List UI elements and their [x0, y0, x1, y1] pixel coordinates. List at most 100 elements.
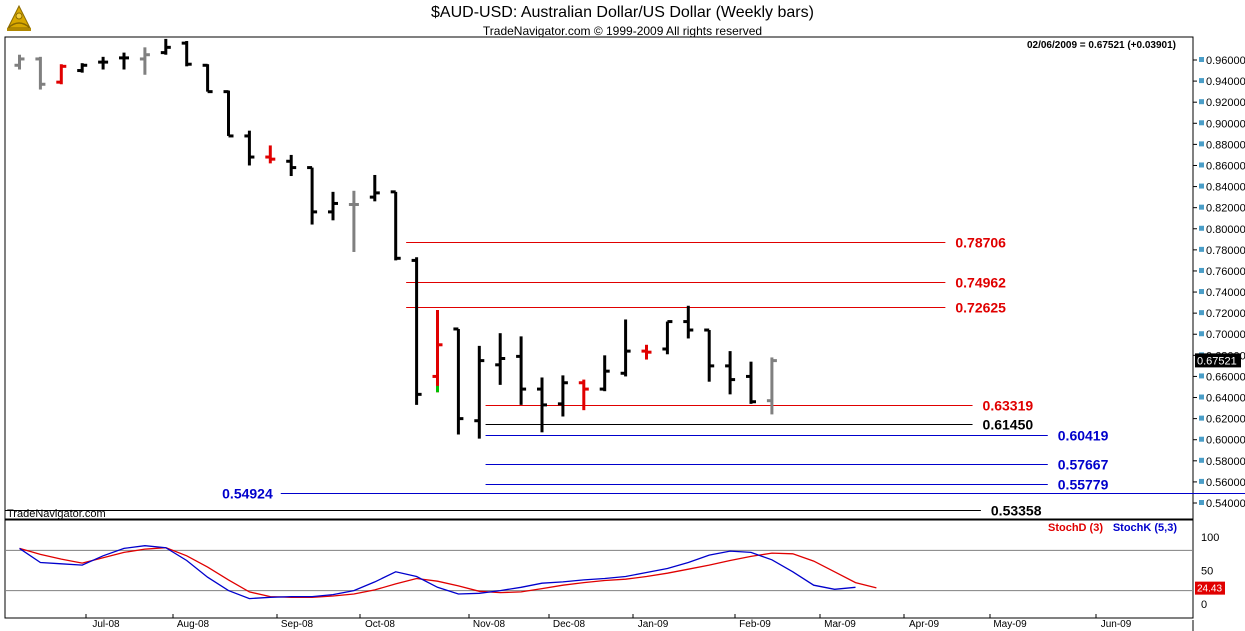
y-tick-label: 0.72000: [1206, 308, 1245, 320]
x-tick-label: Aug-08: [177, 619, 210, 630]
y-tick-label: 0.54000: [1206, 498, 1245, 510]
y-tick-marker: [1199, 99, 1204, 105]
ohlc-bar: [98, 56, 109, 70]
y-tick-marker: [1199, 183, 1204, 189]
y-tick-label: 0.66000: [1206, 371, 1245, 383]
ohlc-bar: [641, 344, 652, 360]
level-label: 0.53358: [991, 503, 1042, 519]
stoch-y-tick-label: 0: [1201, 599, 1207, 611]
ohlc-bar: [244, 130, 255, 166]
y-tick-label: 0.86000: [1206, 160, 1245, 172]
ohlc-bar: [119, 52, 129, 70]
level-label: 0.54924: [222, 486, 273, 502]
ohlc-bar: [537, 377, 547, 433]
x-tick-label: Sep-08: [281, 619, 314, 630]
ohlc-bar: [766, 357, 777, 415]
level-label: 0.61450: [983, 417, 1034, 433]
y-tick-marker: [1199, 500, 1204, 505]
ohlc-bar: [265, 145, 276, 164]
y-tick-label: 0.60000: [1206, 435, 1245, 447]
y-tick-marker: [1199, 478, 1204, 484]
y-tick-label: 0.78000: [1206, 245, 1245, 257]
y-tick-marker: [1199, 457, 1204, 463]
y-tick-label: 0.94000: [1206, 76, 1245, 88]
level-label: 0.72625: [955, 300, 1006, 316]
y-tick-marker: [1199, 246, 1204, 252]
stoch-k-line: [19, 545, 856, 600]
watermark: TradeNavigator.com: [7, 508, 106, 520]
last-price-box: [1195, 353, 1241, 368]
chart-subtitle: TradeNavigator.com © 1999-2009 All right…: [482, 24, 763, 38]
ohlc-bar: [746, 361, 756, 404]
x-tick-label: Feb-09: [739, 619, 771, 630]
y-tick-marker: [1199, 57, 1204, 62]
y-tick-marker: [1199, 204, 1204, 210]
y-tick-marker: [1199, 394, 1204, 400]
ohlc-bar: [453, 327, 464, 435]
y-tick-label: 0.74000: [1206, 287, 1245, 299]
ohlc-bar: [77, 63, 88, 73]
y-tick-marker: [1199, 162, 1204, 168]
level-label: 0.78706: [955, 235, 1006, 251]
ohlc-bar: [725, 351, 736, 395]
y-tick-label: 0.56000: [1206, 477, 1245, 489]
y-tick-label: 0.70000: [1206, 329, 1245, 341]
x-tick-label: May-09: [993, 619, 1027, 630]
level-label: 0.60419: [1058, 428, 1109, 444]
level-label: 0.55779: [1058, 477, 1109, 493]
ohlc-bar: [599, 355, 610, 392]
ohlc-bar: [474, 345, 485, 439]
x-tick-label: Jun-09: [1101, 619, 1132, 630]
ohlc-bar: [307, 166, 318, 225]
y-tick-marker: [1199, 436, 1204, 442]
y-tick-marker: [1199, 373, 1204, 379]
y-tick-label: 0.90000: [1206, 118, 1245, 130]
ohlc-bar: [516, 336, 527, 405]
ohlc-bar: [390, 190, 401, 261]
price-readout: 02/06/2009 = 0.67521 (+0.03901): [1027, 40, 1176, 51]
last-price-label: 0.67521: [1197, 355, 1237, 367]
level-label: 0.57667: [1058, 457, 1109, 473]
y-tick-label: 0.82000: [1206, 203, 1245, 215]
x-tick-label: Dec-08: [553, 619, 586, 630]
y-tick-marker: [1199, 267, 1204, 273]
y-tick-marker: [1199, 310, 1204, 316]
ohlc-bar: [432, 309, 443, 393]
y-tick-marker: [1199, 415, 1204, 421]
y-tick-label: 0.58000: [1206, 456, 1245, 468]
level-label: 0.63319: [983, 398, 1034, 414]
y-tick-marker: [1199, 289, 1204, 295]
ohlc-bar: [223, 90, 234, 138]
y-tick-label: 0.80000: [1206, 224, 1245, 236]
y-tick-label: 0.76000: [1206, 266, 1245, 278]
y-tick-marker: [1199, 225, 1204, 231]
stoch-last-value-label: 24.43: [1197, 584, 1222, 595]
ohlc-bar: [369, 174, 380, 202]
x-tick-label: Jan-09: [638, 619, 669, 630]
ohlc-bar: [704, 328, 715, 382]
level-label: 0.74962: [955, 275, 1006, 291]
ohlc-bar: [202, 63, 213, 94]
ohlc-bar: [620, 319, 631, 377]
x-tick-label: Oct-08: [365, 619, 395, 630]
y-tick-label: 0.84000: [1206, 182, 1245, 194]
sextant-logo-icon: [7, 4, 31, 31]
ohlc-bar: [348, 190, 359, 252]
legend-stoch-k: StochK (5,3): [1113, 522, 1178, 534]
y-tick-label: 0.64000: [1206, 393, 1245, 405]
y-tick-label: 0.96000: [1206, 55, 1245, 67]
price-pane-frame: [4, 36, 1194, 520]
ohlc-bar: [328, 191, 338, 221]
legend-stoch-d: StochD (3): [1048, 522, 1103, 534]
stoch-y-tick-label: 50: [1201, 566, 1213, 578]
x-tick-label: Mar-09: [824, 619, 856, 630]
oscillator-pane-frame: [4, 519, 1194, 619]
ohlc-bar: [578, 379, 589, 411]
ohlc-bar: [286, 154, 297, 177]
y-tick-label: 0.62000: [1206, 414, 1245, 426]
stoch-last-value-box: [1195, 581, 1225, 595]
y-tick-marker: [1199, 331, 1204, 337]
ohlc-bar: [160, 38, 171, 55]
ohlc-bar: [181, 41, 192, 67]
